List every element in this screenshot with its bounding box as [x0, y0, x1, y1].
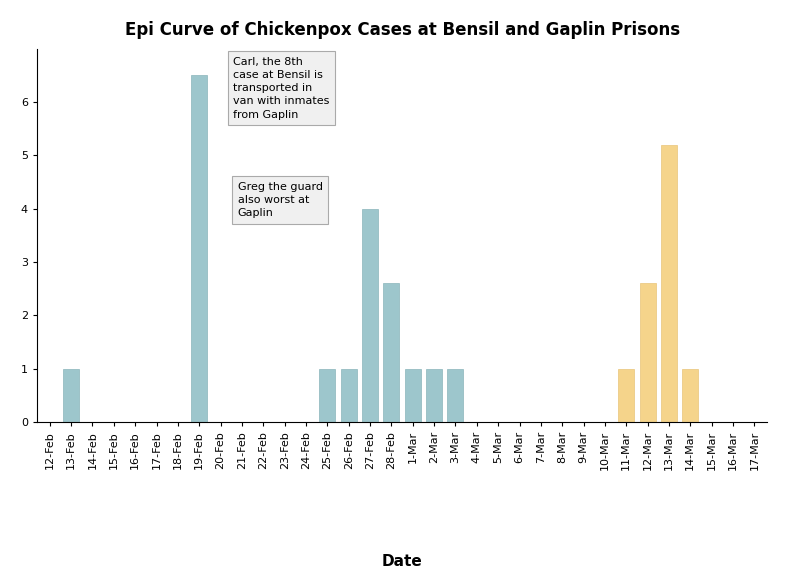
Bar: [63, 369, 79, 422]
Bar: [448, 369, 463, 422]
Text: Greg the guard
also worst at
Gaplin: Greg the guard also worst at Gaplin: [238, 182, 322, 219]
Text: Carl, the 8th
case at Bensil is
transported in
van with inmates
from Gaplin: Carl, the 8th case at Bensil is transpor…: [233, 57, 330, 120]
Bar: [426, 369, 442, 422]
Bar: [661, 145, 677, 422]
Bar: [682, 369, 698, 422]
Bar: [405, 369, 421, 422]
Bar: [384, 283, 400, 422]
Title: Epi Curve of Chickenpox Cases at Bensil and Gaplin Prisons: Epi Curve of Chickenpox Cases at Bensil …: [125, 21, 679, 39]
Bar: [640, 283, 656, 422]
Bar: [362, 209, 378, 422]
Bar: [319, 369, 336, 422]
Bar: [191, 76, 207, 422]
Bar: [340, 369, 357, 422]
Bar: [619, 369, 634, 422]
X-axis label: Date: Date: [381, 554, 422, 568]
